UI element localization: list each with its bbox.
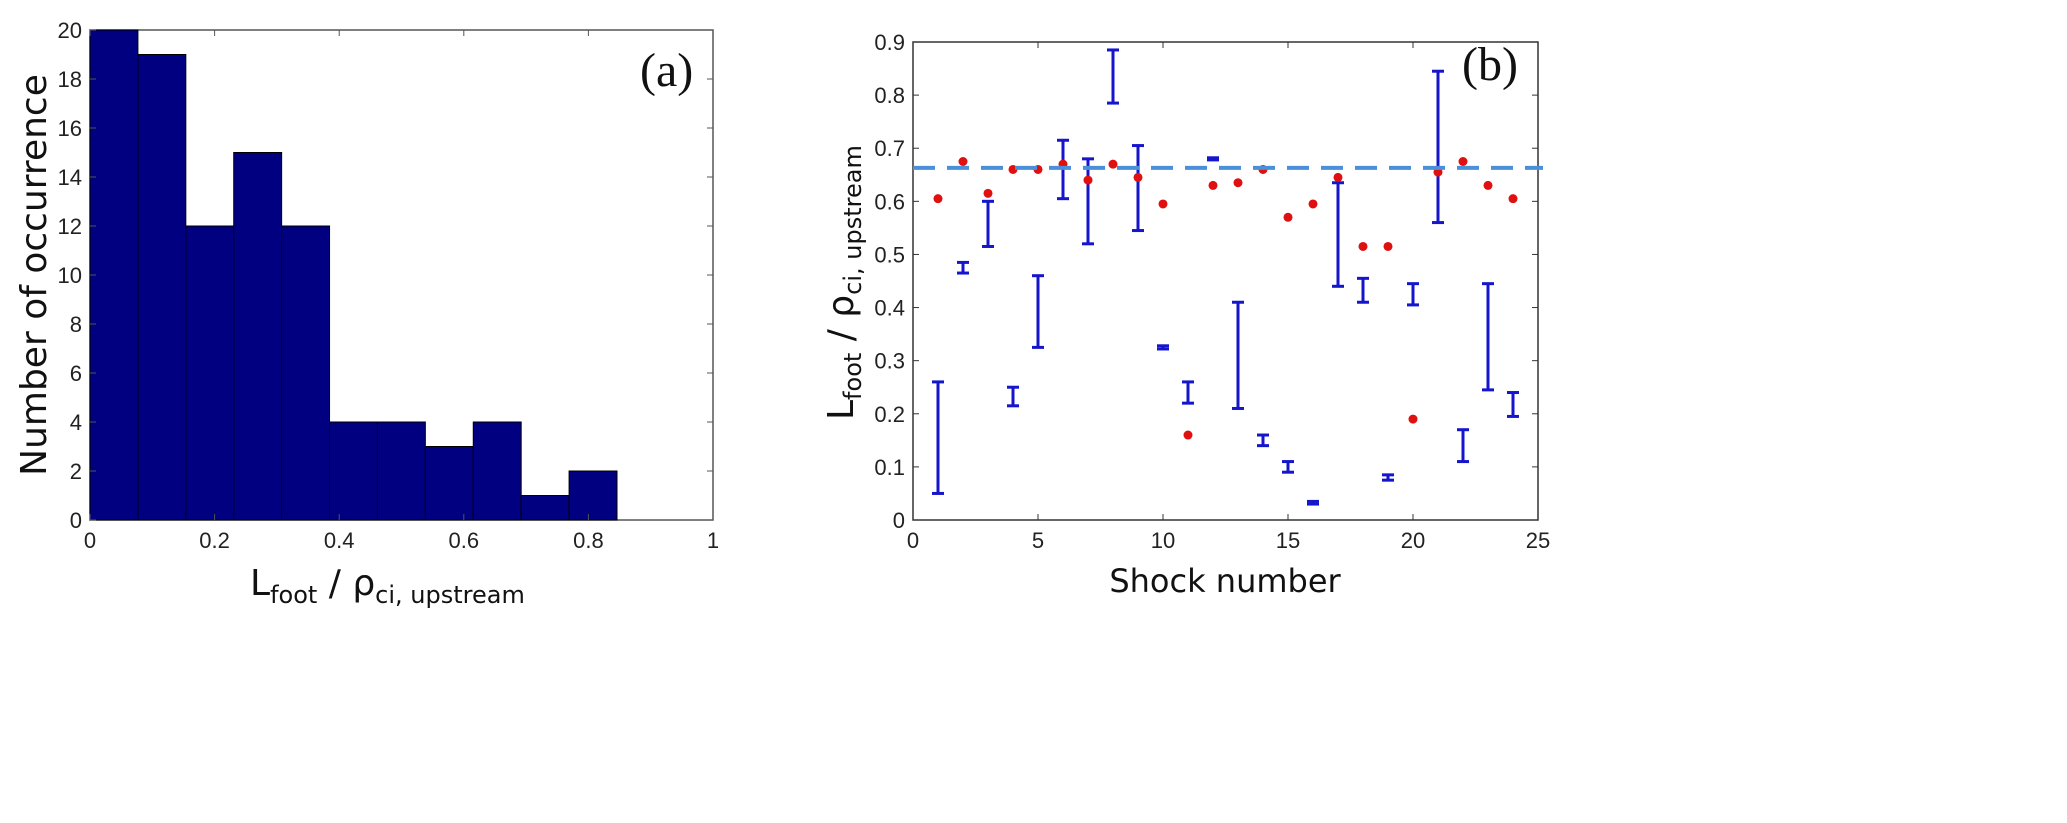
histogram-bar: [568, 470, 618, 521]
panel-label-a: (a): [640, 44, 693, 97]
data-point: [1308, 199, 1318, 209]
plot-area: [912, 41, 1539, 521]
y-tick-label: 0.2: [874, 402, 905, 427]
histogram-bar: [233, 152, 283, 521]
data-point: [1133, 172, 1143, 182]
error-bar: [1432, 69, 1444, 225]
histogram-bar: [281, 225, 331, 521]
x-tick-label: 0.8: [573, 528, 604, 553]
histogram-bar: [472, 421, 522, 521]
histogram-bar: [376, 421, 426, 521]
error-bar: [1007, 385, 1019, 408]
y-tick-label: 6: [70, 361, 82, 386]
error-bar: [1182, 380, 1194, 405]
histogram-bar: [329, 421, 378, 521]
data-point: [1408, 414, 1418, 424]
x-tick-label: 25: [1526, 528, 1550, 553]
data-point: [1208, 180, 1218, 190]
y-tick-label: 14: [58, 165, 82, 190]
histogram-bar: [424, 446, 474, 521]
errorbar-panel-b: 0 5 10 15 20 25 0 0.1 0.2 0.3 0.4 0.5 0.6 0.7 0.8 0.9: [874, 30, 1550, 553]
data-point: [933, 194, 943, 204]
x-tick-label: 1: [707, 528, 719, 553]
error-bar: [1132, 144, 1144, 233]
data-point: [1283, 212, 1293, 222]
data-point: [1233, 178, 1243, 188]
y-tick-label: 0.5: [874, 242, 905, 267]
x-axis-label-a: Lfoot / ρci, upstream: [250, 563, 525, 609]
histogram-bar: [137, 54, 187, 521]
y-tick-label: 0: [70, 508, 82, 533]
error-bar: [1357, 276, 1369, 304]
data-point: [1383, 241, 1393, 251]
error-bar: [1457, 428, 1469, 464]
y-tick-label: 8: [70, 312, 82, 337]
x-tick-label: 0: [907, 528, 919, 553]
x-axis-label-b: Shock number: [1109, 562, 1341, 600]
y-tick-label: 0.9: [874, 30, 905, 55]
error-bar: [1107, 48, 1119, 105]
y-axis-label-b: Lfoot / ρci, upstream: [821, 145, 867, 420]
error-bar: [1307, 499, 1319, 506]
data-point: [1508, 194, 1518, 204]
histogram-bar: [520, 495, 570, 521]
x-tick-label: 5: [1032, 528, 1044, 553]
error-bar: [982, 199, 994, 248]
error-bar: [1032, 274, 1044, 349]
error-bar: [1082, 157, 1094, 246]
y-tick-label: 4: [70, 410, 82, 435]
error-bar: [1407, 282, 1419, 307]
y-tick-label: 10: [58, 263, 82, 288]
y-tick-label: 0.1: [874, 455, 905, 480]
error-bar: [957, 260, 969, 275]
y-axis-label-a: Number of occurrence: [14, 74, 55, 476]
y-tick-label: 0.8: [874, 83, 905, 108]
data-point: [1158, 199, 1168, 209]
y-tick-label: 18: [58, 67, 82, 92]
data-point: [1358, 241, 1368, 251]
error-bar: [1207, 156, 1219, 162]
x-tick-label: 20: [1401, 528, 1425, 553]
x-tick-label: 0.6: [449, 528, 480, 553]
y-tick-label: 16: [58, 116, 82, 141]
error-bar: [1257, 433, 1269, 448]
error-bar: [1157, 344, 1169, 351]
data-point: [1083, 175, 1093, 185]
x-tick-label: 0.2: [199, 528, 230, 553]
y-tick-label: 0.7: [874, 136, 905, 161]
y-tick-label: 0.4: [874, 296, 905, 321]
y-tick-label: 20: [58, 18, 82, 43]
error-bar: [1232, 300, 1244, 410]
data-point: [1183, 430, 1193, 440]
error-bar: [1282, 460, 1294, 474]
error-bar: [1332, 181, 1344, 288]
x-tick-label: 10: [1151, 528, 1175, 553]
y-tick-label: 2: [70, 459, 82, 484]
x-tick-label: 15: [1276, 528, 1300, 553]
data-point: [958, 157, 968, 166]
x-tick-label: 0: [84, 528, 96, 553]
y-tick-label: 12: [58, 214, 82, 239]
data-point: [1483, 180, 1493, 190]
error-bar: [1382, 473, 1394, 482]
data-point: [1458, 157, 1468, 166]
data-point: [983, 188, 993, 198]
error-bar: [932, 380, 944, 495]
y-tick-label: 0: [893, 508, 905, 533]
error-bar: [1507, 391, 1519, 418]
data-point: [1108, 159, 1118, 169]
panel-label-b: (b): [1462, 38, 1518, 91]
y-tick-label: 0.6: [874, 189, 905, 214]
y-tick-label: 0.3: [874, 349, 905, 374]
histogram-bar: [89, 29, 139, 521]
histogram-bar: [185, 225, 235, 521]
x-tick-label: 0.4: [324, 528, 355, 553]
data-point: [1333, 172, 1343, 182]
error-bar: [1482, 282, 1494, 392]
